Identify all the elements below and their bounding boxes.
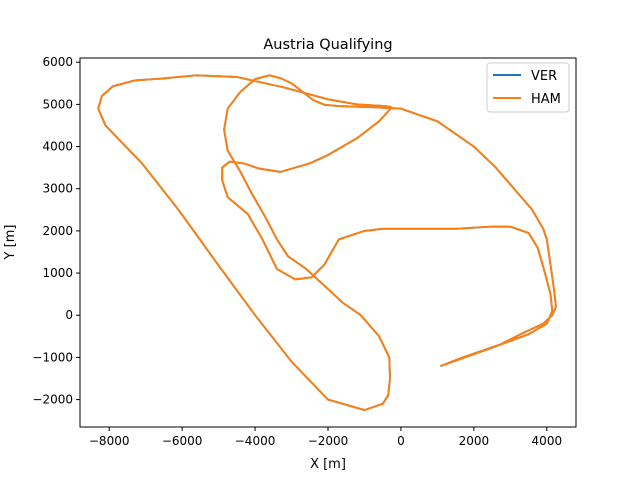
y-tick-label: −1000 xyxy=(32,350,73,364)
y-tick-label: 6000 xyxy=(42,55,73,69)
y-tick-label: −2000 xyxy=(32,393,73,407)
y-axis: −2000 −1000 0 1000 2000 3000 4000 5000 6000 xyxy=(32,55,80,407)
x-tick-label: −2000 xyxy=(308,434,349,448)
y-axis-label: Y [m] xyxy=(3,225,18,261)
plot-frame xyxy=(79,57,577,428)
legend-label-ham: HAM xyxy=(531,92,561,107)
x-tick-label: 2000 xyxy=(459,434,490,448)
y-tick-label: 2000 xyxy=(42,224,73,238)
y-tick-label: 1000 xyxy=(42,266,73,280)
legend-label-ver: VER xyxy=(531,69,557,84)
x-tick-label: −6000 xyxy=(162,434,203,448)
x-axis-label: X [m] xyxy=(310,457,346,472)
x-tick-label: −8000 xyxy=(89,434,130,448)
series-line-ham xyxy=(97,74,557,412)
x-tick-label: −4000 xyxy=(235,434,276,448)
plot-area xyxy=(97,74,557,412)
x-axis: −8000 −6000 −4000 −2000 0 2000 4000 xyxy=(89,427,562,448)
chart-title: Austria Qualifying xyxy=(263,37,392,53)
legend: VER HAM xyxy=(486,62,570,113)
x-tick-label: 4000 xyxy=(532,434,563,448)
x-tick-label: 0 xyxy=(397,434,405,448)
y-tick-label: 3000 xyxy=(42,182,73,196)
y-tick-label: 0 xyxy=(65,308,73,322)
y-tick-label: 4000 xyxy=(42,140,73,154)
y-tick-label: 5000 xyxy=(42,97,73,111)
